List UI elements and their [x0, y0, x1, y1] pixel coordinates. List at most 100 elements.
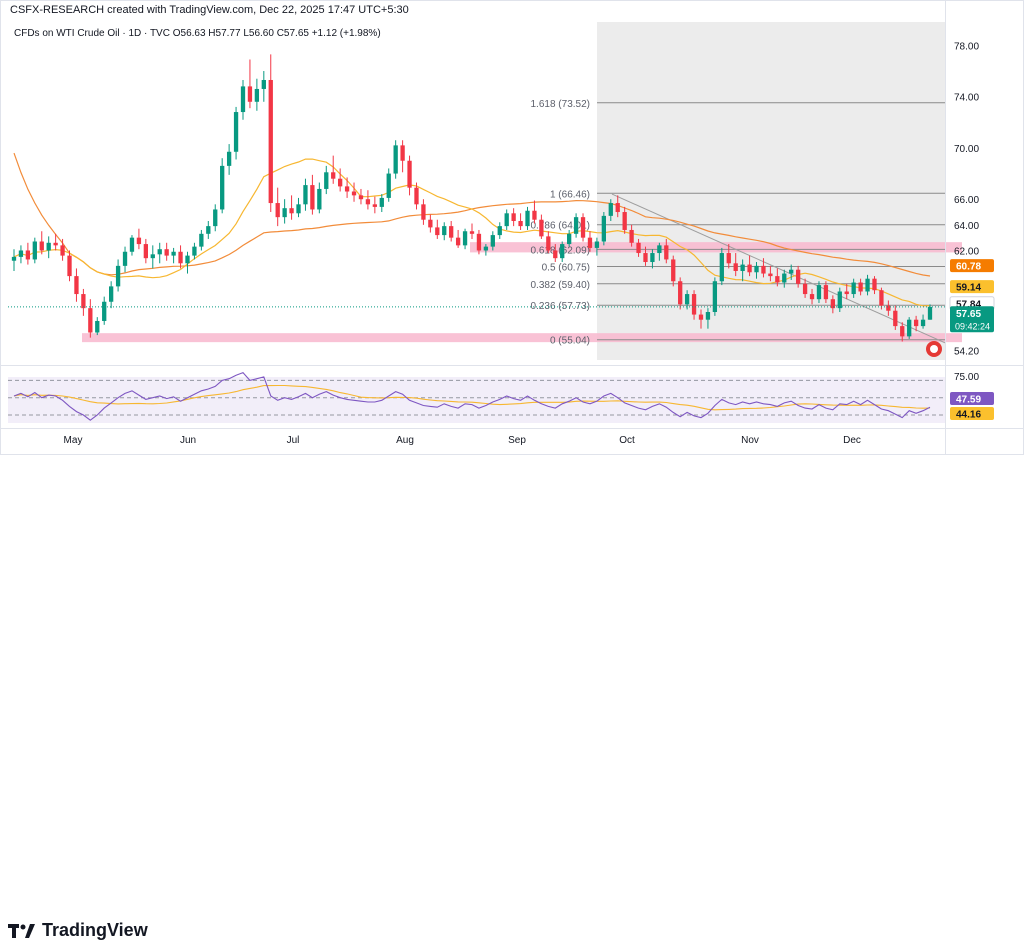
candle-41 — [296, 204, 301, 214]
price-chart[interactable]: 1.618 (73.52)1 (66.46)0.786 (64.01)0.618… — [0, 0, 1024, 455]
candle-60 — [428, 219, 433, 228]
candle-21 — [157, 249, 162, 255]
candle-58 — [414, 187, 419, 205]
candle-113 — [796, 269, 801, 284]
candle-80 — [567, 233, 572, 245]
candle-15 — [115, 265, 121, 287]
time-tick-6: Nov — [741, 435, 759, 446]
price-tick-0: 78.00 — [954, 41, 979, 52]
candle-55 — [393, 145, 398, 174]
candle-10 — [81, 294, 86, 309]
candle-123 — [865, 278, 870, 292]
candle-27 — [199, 233, 204, 247]
candle-61 — [435, 227, 440, 236]
candle-95 — [671, 259, 676, 282]
symbol-ohlc-line: CFDs on WTI Crude Oil · 1D · TVC O56.63 … — [14, 28, 381, 39]
candle-73 — [518, 220, 523, 227]
candle-69 — [490, 235, 495, 247]
candle-106 — [747, 264, 752, 273]
candle-118 — [830, 299, 835, 309]
candle-39 — [282, 208, 287, 218]
candle-46 — [331, 172, 336, 179]
candle-67 — [476, 233, 482, 251]
candle-48 — [344, 186, 350, 192]
candle-11 — [88, 308, 93, 333]
candle-52 — [372, 204, 377, 207]
candle-68 — [483, 246, 489, 251]
candle-96 — [678, 281, 683, 305]
price-badge-0 — [950, 259, 994, 273]
candle-8 — [67, 255, 72, 277]
fib-label-7: 0 (55.04) — [550, 336, 590, 347]
candle-122 — [858, 282, 863, 292]
candle-56 — [400, 145, 405, 161]
candle-57 — [407, 160, 412, 188]
candle-23 — [171, 251, 176, 256]
fib-label-1: 1 (66.46) — [550, 189, 590, 200]
candle-74 — [525, 210, 530, 227]
fib-label-4: 0.5 (60.75) — [542, 263, 590, 274]
candle-79 — [560, 244, 565, 259]
candle-65 — [462, 231, 468, 246]
candle-0 — [11, 256, 17, 261]
candle-103 — [726, 253, 731, 264]
candle-112 — [789, 269, 794, 274]
candle-76 — [539, 219, 544, 237]
candle-40 — [289, 208, 294, 214]
candle-64 — [455, 237, 461, 246]
candle-92 — [650, 253, 655, 263]
rsi-badge-0 — [950, 392, 994, 405]
footer: TradingView — [0, 456, 1024, 940]
candle-131 — [920, 319, 926, 327]
candle-126 — [886, 305, 891, 311]
rsi-badge-text-0: 47.59 — [956, 395, 981, 406]
candle-78 — [553, 250, 558, 259]
candle-107 — [754, 265, 759, 273]
candle-38 — [275, 203, 280, 218]
candle-66 — [469, 231, 475, 234]
candle-31 — [226, 151, 232, 166]
candle-132 — [927, 306, 933, 320]
chart-frame: CSFX-RESEARCH created with TradingView.c… — [0, 0, 1024, 455]
candle-36 — [261, 79, 266, 89]
candle-45 — [324, 172, 329, 189]
tradingview-logo-icon — [8, 922, 36, 940]
time-tick-7: Dec — [843, 435, 861, 446]
candle-47 — [338, 178, 343, 187]
candle-116 — [816, 285, 822, 300]
candle-17 — [129, 237, 135, 252]
time-tick-1: Jun — [180, 435, 196, 446]
candle-50 — [358, 195, 364, 200]
price-badge-text-2: 57.84 — [956, 299, 981, 310]
fib-label-5: 0.382 (59.40) — [531, 280, 591, 291]
candle-117 — [823, 285, 829, 300]
candle-83 — [587, 237, 593, 248]
tradingview-logo[interactable]: TradingView — [8, 920, 148, 941]
candle-12 — [95, 320, 100, 333]
candle-70 — [497, 226, 502, 236]
fib-label-0: 1.618 (73.52) — [531, 99, 591, 110]
candle-3 — [32, 241, 37, 260]
candle-128 — [900, 326, 905, 337]
zone-2 — [470, 242, 962, 253]
price-tick-2: 70.00 — [954, 144, 979, 155]
candle-101 — [712, 281, 718, 313]
rsi-tick-0: 75.00 — [954, 372, 979, 383]
candle-104 — [733, 263, 738, 271]
candle-98 — [691, 294, 697, 315]
candle-130 — [913, 319, 919, 327]
candle-110 — [775, 276, 780, 283]
candle-22 — [164, 249, 169, 256]
candle-34 — [247, 86, 253, 102]
candle-75 — [532, 210, 537, 220]
candle-119 — [837, 291, 842, 309]
currency-flag-center — [930, 345, 938, 353]
candle-109 — [768, 273, 773, 277]
candle-53 — [379, 197, 384, 207]
time-tick-5: Oct — [619, 435, 635, 446]
price-tick-1: 74.00 — [954, 93, 979, 104]
credit-line: CSFX-RESEARCH created with TradingView.c… — [10, 4, 409, 16]
rsi-band — [8, 377, 945, 423]
candle-29 — [213, 209, 218, 227]
rsi-badge-1 — [950, 407, 994, 420]
